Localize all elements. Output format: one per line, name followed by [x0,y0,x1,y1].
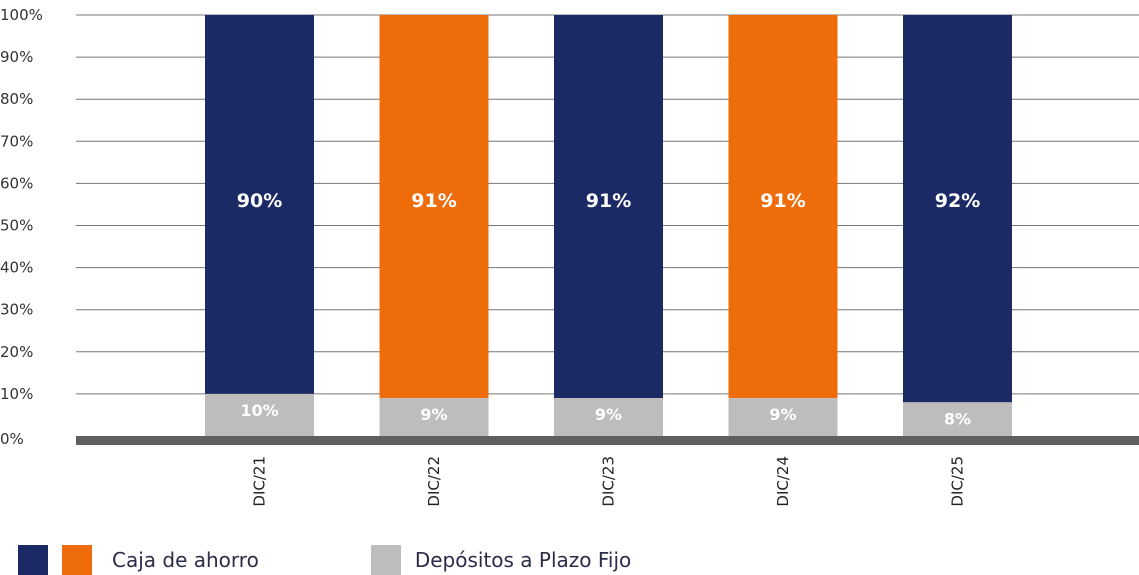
bar-depositos-plazo-fijo [903,402,1012,436]
bar-caja-de-ahorro [903,15,1012,403]
legend-swatch-navy [18,545,48,575]
y-tick-label: 50% [0,217,33,235]
x-category-label: DIC/25 [949,456,967,507]
bar-depositos-plazo-fijo [205,393,314,436]
legend-swatch-orange [62,545,92,575]
bar-caja-de-ahorro [554,15,663,399]
x-category-label: DIC/23 [600,456,618,507]
stacked-bar-chart: 0% 10% 20% 30% 40% 50% 60% 70% 80% 90% 100% 90% 10%… [0,6,1139,507]
x-category-label: DIC/21 [251,456,269,507]
data-label-caja-de-ahorro: 91% [411,190,456,212]
y-tick-label: 100% [0,6,43,24]
y-tick-label: 30% [0,301,33,319]
y-tick-label: 60% [0,174,33,192]
bar-caja-de-ahorro [728,15,838,399]
data-label-depositos-plazo-fijo: 9% [769,405,796,424]
y-tick-label: 0% [0,430,24,448]
y-axis-ticks: 0% 10% 20% 30% 40% 50% 60% 70% 80% 90% 100% [0,6,43,448]
bar-depositos-plazo-fijo [379,398,489,436]
bar-caja-de-ahorro [379,15,489,399]
x-axis-baseline [76,436,1139,445]
x-category-label: DIC/22 [425,456,443,507]
data-label-depositos-plazo-fijo: 10% [240,401,278,420]
data-label-caja-de-ahorro: 91% [586,190,631,212]
data-label-caja-de-ahorro: 92% [935,190,980,212]
bar-depositos-plazo-fijo [728,398,838,436]
legend-label-caja-de-ahorro: Caja de ahorro [112,548,259,572]
bars: 90% 10% 91% 9% 91% 9% 91% 9% 92% 8% [205,15,1012,436]
data-label-caja-de-ahorro: 90% [237,190,282,212]
y-tick-label: 70% [0,132,33,150]
x-axis-categories: DIC/21 DIC/22 DIC/23 DIC/24 DIC/25 [251,456,967,507]
y-tick-label: 20% [0,343,33,361]
data-label-depositos-plazo-fijo: 8% [944,409,971,428]
x-category-label: DIC/24 [774,456,792,507]
legend-swatch-gray [370,545,401,575]
y-tick-label: 90% [0,48,33,66]
data-label-caja-de-ahorro: 91% [760,190,805,212]
data-label-depositos-plazo-fijo: 9% [420,405,447,424]
bar-depositos-plazo-fijo [554,398,663,436]
y-tick-label: 80% [0,90,33,108]
legend-label-depositos-plazo-fijo: Depósitos a Plazo Fijo [414,548,632,572]
data-label-depositos-plazo-fijo: 9% [595,405,622,424]
y-tick-label: 10% [0,385,33,403]
bar-caja-de-ahorro [205,15,314,394]
y-tick-label: 40% [0,259,33,277]
legend: Caja de ahorro Depósitos a Plazo Fijo [18,545,631,575]
